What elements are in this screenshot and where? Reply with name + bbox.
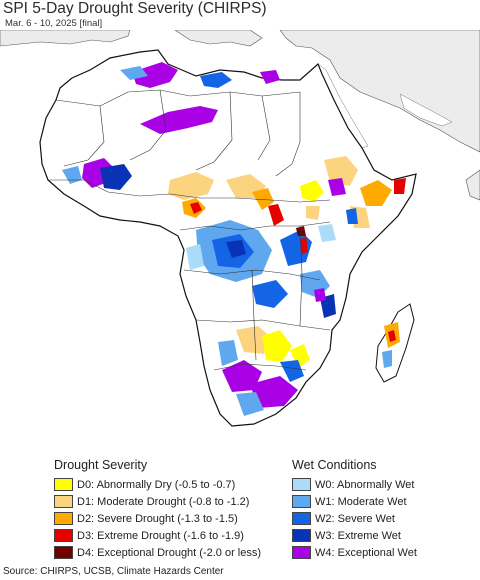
drought-swatch bbox=[54, 495, 73, 508]
drought-legend-item: D0: Abnormally Dry (-0.5 to -0.7) bbox=[54, 476, 288, 493]
wet-legend-item: W0: Abnormally Wet bbox=[292, 476, 472, 493]
drought-legend-title: Drought Severity bbox=[54, 458, 148, 472]
drought-swatch bbox=[54, 529, 73, 542]
drought-legend-label: D0: Abnormally Dry (-0.5 to -0.7) bbox=[77, 478, 236, 491]
drought-legend: Drought Severity D0: Abnormally Dry (-0.… bbox=[54, 458, 288, 561]
wet-legend-item: W4: Exceptional Wet bbox=[292, 544, 472, 561]
drought-swatch bbox=[54, 478, 73, 491]
drought-legend-item: D3: Extreme Drought (-1.6 to -1.9) bbox=[54, 527, 288, 544]
wet-legend-label: W4: Exceptional Wet bbox=[315, 546, 417, 559]
drought-legend-item: D2: Severe Drought (-1.3 to -1.5) bbox=[54, 510, 288, 527]
source-note: Source: CHIRPS, UCSB, Climate Hazards Ce… bbox=[3, 566, 224, 577]
drought-legend-item: D1: Moderate Drought (-0.8 to -1.2) bbox=[54, 493, 288, 510]
wet-legend-title: Wet Conditions bbox=[292, 458, 377, 472]
drought-swatch bbox=[54, 546, 73, 559]
wet-legend-item: W3: Extreme Wet bbox=[292, 527, 472, 544]
wet-swatch bbox=[292, 529, 311, 542]
drought-legend-label: D1: Moderate Drought (-0.8 to -1.2) bbox=[77, 495, 250, 508]
wet-legend-label: W0: Abnormally Wet bbox=[315, 478, 415, 491]
wet-legend-item: W1: Moderate Wet bbox=[292, 493, 472, 510]
drought-legend-label: D2: Severe Drought (-1.3 to -1.5) bbox=[77, 512, 238, 525]
drought-swatch bbox=[54, 512, 73, 525]
wet-legend-label: W2: Severe Wet bbox=[315, 512, 395, 525]
map-subtitle: Mar. 6 - 10, 2025 [final] bbox=[5, 18, 103, 29]
wet-legend-label: W3: Extreme Wet bbox=[315, 529, 401, 542]
wet-swatch bbox=[292, 495, 311, 508]
wet-swatch bbox=[292, 478, 311, 491]
drought-legend-label: D4: Exceptional Drought (-2.0 or less) bbox=[77, 546, 262, 559]
country-borders bbox=[48, 89, 331, 371]
drought-patches bbox=[62, 62, 406, 416]
drought-legend-item: D4: Exceptional Drought (-2.0 or less) bbox=[54, 544, 288, 561]
wet-swatch bbox=[292, 512, 311, 525]
wet-swatch bbox=[292, 546, 311, 559]
map-title: SPI 5-Day Drought Severity (CHIRPS) bbox=[3, 0, 267, 17]
wet-legend: Wet Conditions W0: Abnormally Wet W1: Mod… bbox=[292, 458, 472, 561]
wet-legend-label: W1: Moderate Wet bbox=[315, 495, 407, 508]
drought-legend-label: D3: Extreme Drought (-1.6 to -1.9) bbox=[77, 529, 244, 542]
wet-legend-item: W2: Severe Wet bbox=[292, 510, 472, 527]
drought-map bbox=[0, 30, 480, 460]
